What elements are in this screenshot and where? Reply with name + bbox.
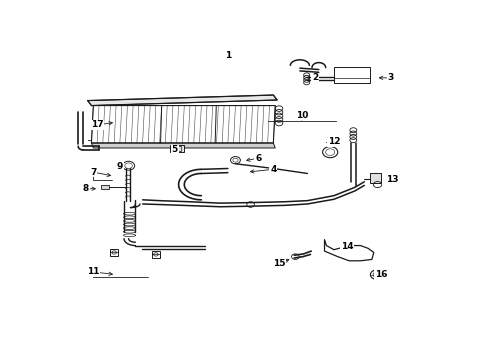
Text: 6: 6 xyxy=(255,154,261,163)
Text: 7: 7 xyxy=(90,168,96,177)
Bar xyxy=(110,249,118,256)
Text: 17: 17 xyxy=(91,121,103,130)
Text: 12: 12 xyxy=(327,137,340,146)
Text: 1: 1 xyxy=(224,51,230,60)
Text: 14: 14 xyxy=(340,242,353,251)
Bar xyxy=(152,251,159,258)
Text: 8: 8 xyxy=(82,184,89,193)
Text: 10: 10 xyxy=(295,111,307,120)
Text: 16: 16 xyxy=(374,270,387,279)
Bar xyxy=(172,146,181,151)
Text: 11: 11 xyxy=(87,267,100,276)
Bar xyxy=(169,145,183,152)
Text: 4: 4 xyxy=(269,165,276,174)
Bar xyxy=(369,174,381,183)
Text: 5: 5 xyxy=(171,145,178,154)
Polygon shape xyxy=(91,143,275,148)
Polygon shape xyxy=(87,95,277,105)
Text: 13: 13 xyxy=(386,175,398,184)
Text: 3: 3 xyxy=(387,73,393,82)
Text: 9: 9 xyxy=(117,162,123,171)
Bar xyxy=(333,67,369,84)
Bar xyxy=(101,185,109,189)
Text: 15: 15 xyxy=(272,259,285,268)
Text: 2: 2 xyxy=(311,73,318,82)
